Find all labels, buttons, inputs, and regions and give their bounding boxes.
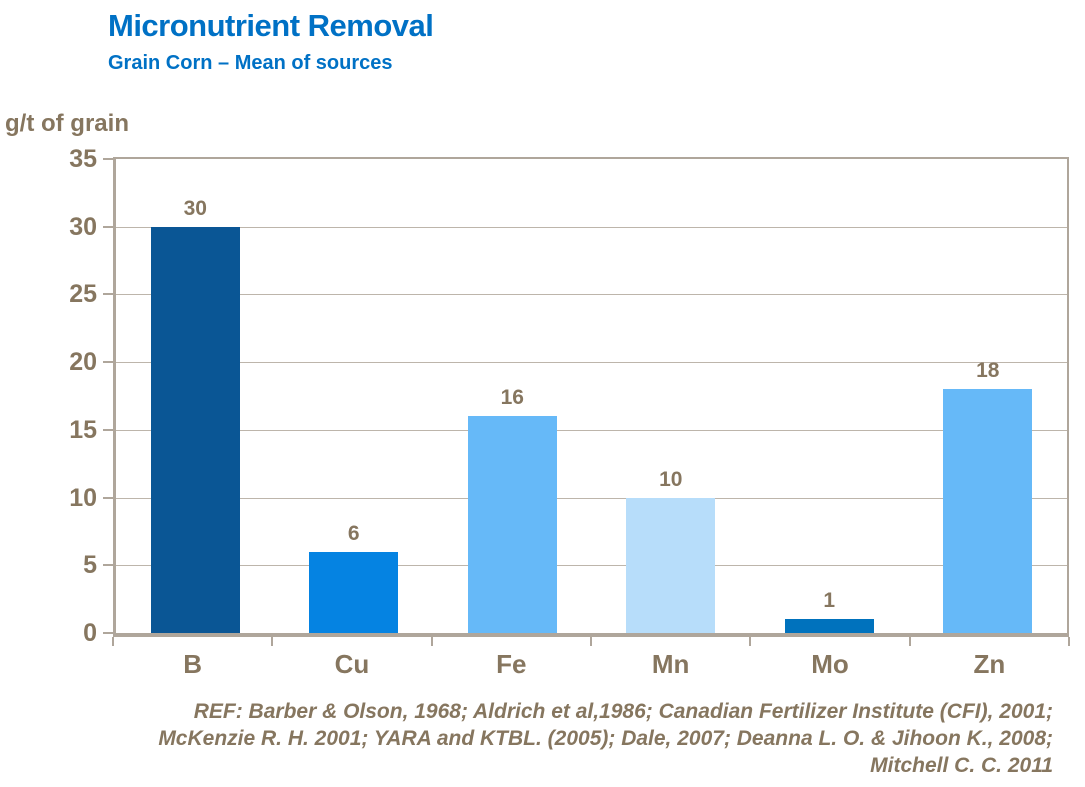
y-tick-label: 15 bbox=[69, 415, 97, 444]
x-category-label-B: B bbox=[183, 649, 203, 679]
y-tick-label: 20 bbox=[69, 348, 97, 377]
y-tick-mark bbox=[103, 225, 113, 228]
bar-value-label: 6 bbox=[347, 521, 360, 545]
x-tick-mark bbox=[271, 637, 274, 646]
reference-line: REF: Barber & Olson, 1968; Aldrich et al… bbox=[193, 700, 1053, 723]
bar-Fe bbox=[467, 416, 557, 633]
gridline bbox=[116, 497, 1067, 499]
bar-Zn bbox=[943, 389, 1033, 633]
gridline bbox=[116, 294, 1067, 296]
y-tick-mark bbox=[103, 361, 113, 364]
y-tick-label: 30 bbox=[69, 212, 97, 241]
x-tick-mark bbox=[430, 637, 433, 646]
x-tick-mark bbox=[1068, 637, 1070, 646]
y-tick-mark bbox=[103, 632, 113, 634]
x-category-label-Mo: Mo bbox=[811, 649, 849, 679]
chart-subtitle: Grain Corn – Mean of sources bbox=[108, 52, 393, 74]
bar-B bbox=[150, 226, 240, 633]
bar-value-label: 16 bbox=[500, 386, 524, 410]
bar-value-label: 18 bbox=[976, 359, 1000, 383]
y-tick-mark bbox=[103, 428, 113, 431]
reference-line: Mitchell C. C. 2011 bbox=[870, 754, 1053, 777]
bar-value-label: 1 bbox=[823, 589, 836, 613]
y-tick-label: 25 bbox=[69, 280, 97, 309]
x-tick-mark bbox=[590, 637, 592, 646]
reference-text: REF: Barber & Olson, 1968; Aldrich et al… bbox=[20, 698, 1053, 779]
x-category-label-Zn: Zn bbox=[973, 649, 1006, 679]
x-tick-mark bbox=[112, 637, 114, 646]
bar-value-label: 30 bbox=[183, 196, 207, 220]
x-category-label-Fe: Fe bbox=[496, 649, 527, 679]
y-tick-mark bbox=[103, 158, 113, 160]
bar-Mn bbox=[626, 497, 716, 633]
y-tick-label: 35 bbox=[69, 145, 97, 173]
y-tick-mark bbox=[103, 496, 113, 499]
y-tick-mark bbox=[103, 564, 113, 567]
bar-Cu bbox=[309, 551, 399, 633]
y-tick-label: 0 bbox=[83, 619, 97, 647]
gridline bbox=[116, 226, 1067, 228]
x-category-label-Cu: Cu bbox=[334, 649, 370, 679]
reference-line: McKenzie R. H. 2001; YARA and KTBL. (200… bbox=[158, 727, 1053, 750]
plot-area: 30 6 16 10 1 18 bbox=[113, 157, 1069, 637]
gridline bbox=[116, 565, 1067, 567]
y-tick-label: 5 bbox=[83, 551, 97, 580]
gridline bbox=[116, 429, 1067, 431]
x-category-label-Mn: Mn bbox=[651, 649, 690, 679]
gridline bbox=[116, 362, 1067, 364]
bar-value-label: 10 bbox=[659, 467, 683, 491]
x-tick-mark bbox=[749, 637, 752, 646]
x-tick-mark bbox=[908, 637, 911, 646]
bar-Mo bbox=[784, 619, 874, 633]
chart-title: Micronutrient Removal bbox=[108, 8, 434, 43]
y-tick-label: 10 bbox=[69, 483, 97, 512]
y-axis-unit-label: g/t of grain bbox=[5, 110, 129, 137]
y-tick-mark bbox=[103, 293, 113, 296]
